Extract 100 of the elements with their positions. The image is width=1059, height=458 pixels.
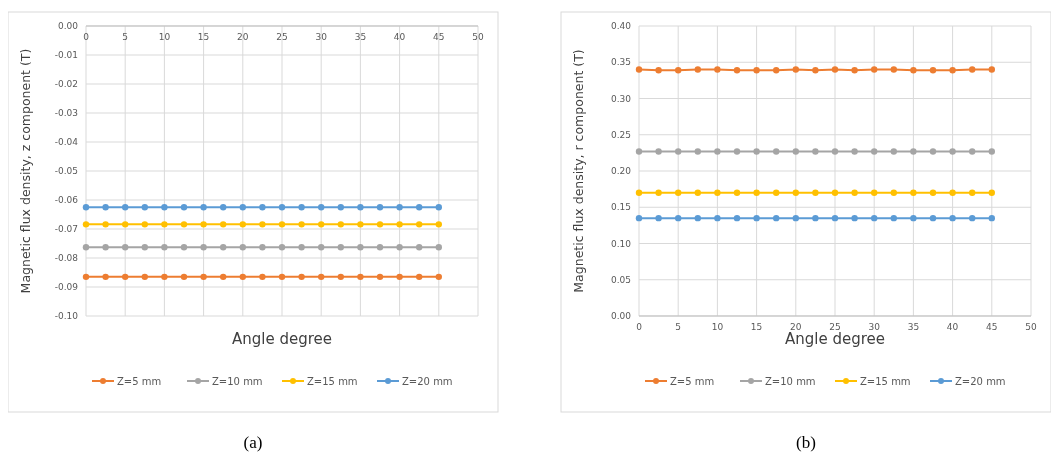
point bbox=[675, 67, 682, 74]
point bbox=[435, 204, 442, 211]
point bbox=[82, 244, 90, 251]
point bbox=[733, 67, 741, 74]
point bbox=[812, 67, 819, 74]
point bbox=[851, 214, 858, 222]
point bbox=[180, 273, 188, 281]
point bbox=[141, 221, 148, 228]
point bbox=[929, 67, 937, 74]
x-tick-label: 10 bbox=[711, 322, 724, 332]
point bbox=[969, 214, 976, 222]
y-tick-label: -0.03 bbox=[54, 108, 78, 118]
y-axis-title: Magnetic flux density, r component (T) bbox=[571, 49, 586, 293]
point bbox=[180, 204, 188, 211]
legend-label: Z=20 mm bbox=[402, 376, 453, 387]
point bbox=[753, 214, 760, 222]
point bbox=[773, 214, 780, 222]
point bbox=[278, 273, 286, 281]
point bbox=[102, 244, 109, 251]
point bbox=[890, 214, 897, 222]
point bbox=[812, 189, 819, 196]
point bbox=[337, 244, 344, 251]
legend-label: Z=15 mm bbox=[307, 376, 358, 387]
point bbox=[396, 273, 403, 281]
x-tick-label: 25 bbox=[276, 32, 288, 42]
x-tick-label: 45 bbox=[433, 32, 445, 42]
point bbox=[831, 189, 839, 196]
point bbox=[929, 148, 937, 155]
point bbox=[910, 189, 917, 196]
point bbox=[753, 67, 760, 74]
point bbox=[180, 221, 188, 228]
point bbox=[773, 189, 780, 196]
point bbox=[337, 221, 344, 228]
point bbox=[655, 148, 662, 155]
point bbox=[122, 273, 129, 281]
point bbox=[318, 204, 325, 211]
point bbox=[773, 148, 780, 155]
point bbox=[969, 66, 976, 73]
point bbox=[376, 204, 384, 211]
point bbox=[239, 221, 246, 228]
point bbox=[259, 244, 266, 251]
point bbox=[694, 66, 701, 73]
point bbox=[988, 214, 995, 222]
point bbox=[753, 189, 760, 196]
point bbox=[988, 148, 995, 155]
point bbox=[180, 244, 188, 251]
point bbox=[851, 67, 858, 74]
point bbox=[318, 244, 325, 251]
point bbox=[910, 67, 917, 74]
y-tick-label: 0.40 bbox=[610, 21, 632, 31]
point bbox=[298, 221, 305, 228]
point bbox=[239, 204, 246, 211]
x-tick-label: 30 bbox=[868, 322, 881, 332]
y-tick-label: 0.30 bbox=[610, 93, 632, 104]
point bbox=[357, 273, 364, 281]
point bbox=[988, 189, 995, 196]
point bbox=[733, 148, 741, 155]
point bbox=[318, 221, 325, 228]
point bbox=[694, 189, 701, 196]
point bbox=[675, 189, 682, 196]
y-tick-label: 0.10 bbox=[610, 238, 632, 249]
point bbox=[949, 189, 956, 196]
point bbox=[141, 273, 148, 281]
point bbox=[910, 148, 917, 155]
point bbox=[635, 66, 643, 73]
point bbox=[949, 67, 956, 74]
point bbox=[435, 273, 442, 281]
legend-label: Z=15 mm bbox=[860, 376, 911, 387]
point bbox=[792, 189, 799, 196]
point bbox=[812, 214, 819, 222]
point bbox=[161, 204, 168, 211]
point bbox=[694, 148, 701, 155]
point bbox=[635, 214, 643, 222]
point bbox=[122, 204, 129, 211]
point bbox=[694, 214, 701, 222]
point bbox=[733, 189, 741, 196]
point bbox=[890, 66, 897, 73]
point bbox=[871, 189, 878, 196]
x-tick-label: 25 bbox=[829, 322, 841, 332]
point bbox=[871, 66, 878, 73]
point bbox=[220, 221, 227, 228]
point bbox=[416, 204, 423, 211]
point bbox=[675, 214, 682, 222]
point bbox=[416, 221, 423, 228]
point bbox=[141, 244, 148, 251]
point bbox=[831, 66, 839, 73]
y-tick-label: -0.05 bbox=[54, 166, 78, 176]
point bbox=[910, 214, 917, 222]
point bbox=[337, 273, 344, 281]
point bbox=[890, 148, 897, 155]
point bbox=[396, 244, 403, 251]
legend-label: Z=10 mm bbox=[212, 376, 263, 387]
point bbox=[298, 204, 305, 211]
y-tick-label: 0.35 bbox=[610, 57, 631, 68]
point bbox=[714, 66, 721, 73]
legend-label: Z=5 mm bbox=[670, 376, 715, 387]
y-tick-label: -0.07 bbox=[54, 224, 78, 234]
legend-label: Z=5 mm bbox=[117, 376, 162, 387]
text: (a) bbox=[243, 433, 263, 452]
x-tick-label: 35 bbox=[907, 322, 920, 332]
